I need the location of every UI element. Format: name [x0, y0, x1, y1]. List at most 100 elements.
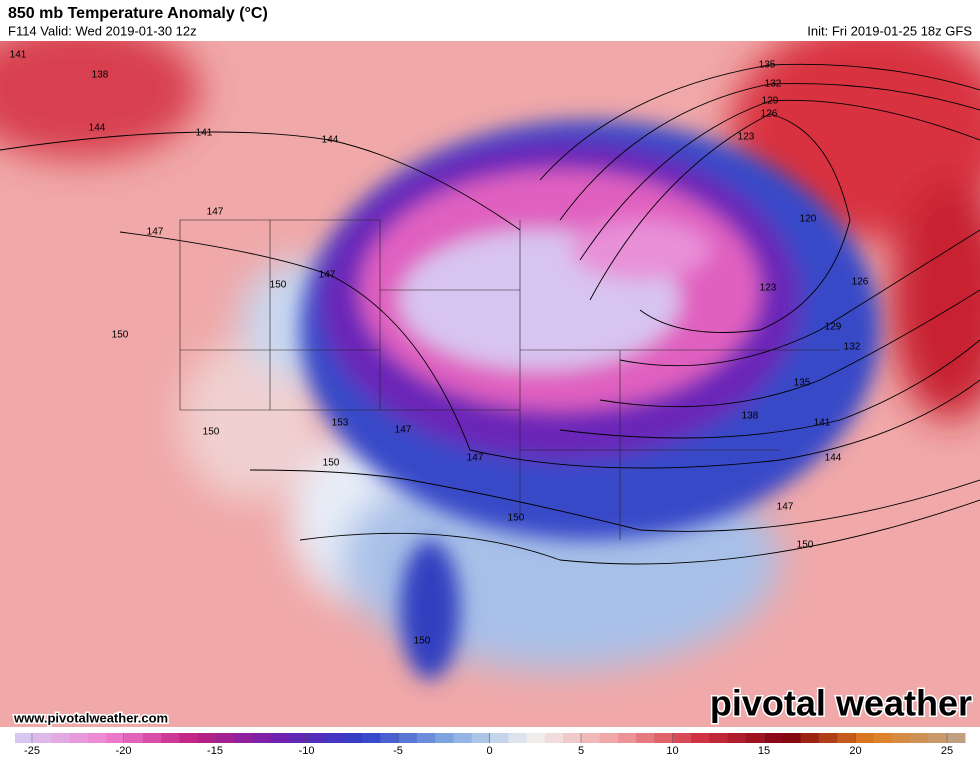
- watermark-url: www.pivotalweather.com: [13, 710, 168, 725]
- map: 141 138 144 141 147 147 150 147 150 144 153 147 150 1…: [0, 41, 980, 727]
- colorbar-bin: [33, 733, 53, 743]
- contour-label: 144: [89, 123, 106, 134]
- colorbar-bin: [51, 733, 71, 743]
- init-time: Init: Fri 2019-01-25 18z GFS: [807, 23, 972, 38]
- contour-label: 153: [332, 418, 349, 429]
- colorbar-bin: [800, 733, 820, 743]
- colorbar-bin: [88, 733, 107, 743]
- contour-label: 144: [825, 453, 842, 464]
- colorbar-bin: [727, 733, 747, 743]
- colorbar-bin: [142, 733, 162, 743]
- contour-label: 150: [508, 513, 525, 524]
- contour-label: 135: [794, 378, 811, 389]
- colorbar-tick-label: -15: [207, 745, 223, 757]
- colorbar-tick-label: 20: [849, 745, 861, 757]
- colorbar-bin: [672, 733, 692, 743]
- colorbar-bin: [928, 733, 948, 743]
- colorbar-bin: [946, 733, 966, 743]
- colorbar-bin: [252, 733, 272, 743]
- contour-label: 150: [797, 540, 814, 551]
- colorbar-bin: [526, 733, 546, 743]
- colorbar-tick-label: 10: [666, 745, 678, 757]
- contour-label: 147: [207, 207, 224, 218]
- colorbar-tick-label: 0: [486, 745, 492, 757]
- colorbar-bin: [490, 733, 509, 743]
- colorbar-tick-label: -25: [24, 745, 40, 757]
- contour-label: 147: [147, 227, 164, 238]
- colorbar: -25 -20 -15 -10 -5 0 5 10 15 20 25: [15, 733, 966, 757]
- colorbar-bin: [910, 733, 929, 743]
- colorbar-bin: [161, 733, 180, 743]
- contour-label: 144: [322, 135, 339, 146]
- contour-label: 141: [10, 50, 27, 61]
- contour-label: 138: [92, 70, 109, 81]
- colorbar-bin: [818, 733, 838, 743]
- colorbar-bin: [380, 733, 400, 743]
- colorbar-bin: [654, 733, 674, 743]
- colorbar-bin: [508, 733, 528, 743]
- colorbar-tick-label: 25: [941, 745, 953, 757]
- contour-label: 129: [762, 96, 779, 107]
- contour-label: 147: [395, 425, 412, 436]
- colorbar-bin: [745, 733, 765, 743]
- contour-label: 147: [777, 502, 794, 513]
- colorbar-bin: [891, 733, 911, 743]
- contour-label: 120: [800, 214, 817, 225]
- contour-label: 150: [112, 330, 129, 341]
- colorbar-bin: [855, 733, 875, 743]
- brand-logo: pivotal weather: [710, 683, 972, 724]
- colorbar-bin: [873, 733, 893, 743]
- colorbar-bin: [398, 733, 418, 743]
- colorbar-bin: [453, 733, 473, 743]
- colorbar-bin: [197, 733, 217, 743]
- colorbar-tick-label: -5: [393, 745, 403, 757]
- colorbar-bin: [782, 733, 802, 743]
- contour-label: 150: [270, 280, 287, 291]
- contour-labels: 141 138 144 141 147 147 150 147 150 144 153 147 150 1…: [10, 50, 869, 647]
- contour-label: 150: [323, 458, 340, 469]
- colorbar-bin: [179, 733, 199, 743]
- colorbar-tick-label: 15: [758, 745, 770, 757]
- contour-label: 126: [761, 109, 778, 120]
- colorbar-bin: [343, 733, 363, 743]
- colorbar-bin: [215, 733, 235, 743]
- colorbar-tick-label: -10: [299, 745, 315, 757]
- map-title: 850 mb Temperature Anomaly (°C): [8, 5, 268, 22]
- contour-label: 138: [742, 411, 759, 422]
- colorbar-bin: [544, 733, 564, 743]
- colorbar-bin: [307, 733, 327, 743]
- colorbar-bin: [106, 733, 126, 743]
- colorbar-bin: [581, 733, 601, 743]
- colorbar-bin: [617, 733, 637, 743]
- contour-label: 147: [467, 453, 484, 464]
- contour-label: 141: [196, 128, 213, 139]
- contour-label: 135: [759, 60, 776, 71]
- colorbar-bin: [837, 733, 856, 743]
- colorbar-bin: [234, 733, 253, 743]
- colorbar-bin: [435, 733, 454, 743]
- colorbar-tick-label: -20: [116, 745, 132, 757]
- contour-label: 126: [852, 277, 869, 288]
- contour-label: 123: [738, 132, 755, 143]
- colorbar-bin: [471, 733, 491, 743]
- colorbar-tick-label: 5: [578, 745, 584, 757]
- contour-label: 132: [844, 342, 861, 353]
- colorbar-bin: [362, 733, 381, 743]
- contour-label: 147: [319, 270, 336, 281]
- colorbar-bin: [69, 733, 89, 743]
- contour-label: 123: [760, 283, 777, 294]
- contour-label: 132: [765, 79, 782, 90]
- colorbar-bin: [15, 733, 34, 743]
- contour-label: 150: [203, 427, 220, 438]
- contour-label: 141: [814, 418, 831, 429]
- colorbar-bin: [690, 733, 710, 743]
- colorbar-bin: [416, 733, 436, 743]
- contour-label: 129: [825, 322, 842, 333]
- colorbar-bin: [563, 733, 582, 743]
- colorbar-bin: [325, 733, 345, 743]
- colorbar-bin: [764, 733, 783, 743]
- colorbar-bin: [709, 733, 728, 743]
- colorbar-bin: [636, 733, 655, 743]
- colorbar-bin: [289, 733, 308, 743]
